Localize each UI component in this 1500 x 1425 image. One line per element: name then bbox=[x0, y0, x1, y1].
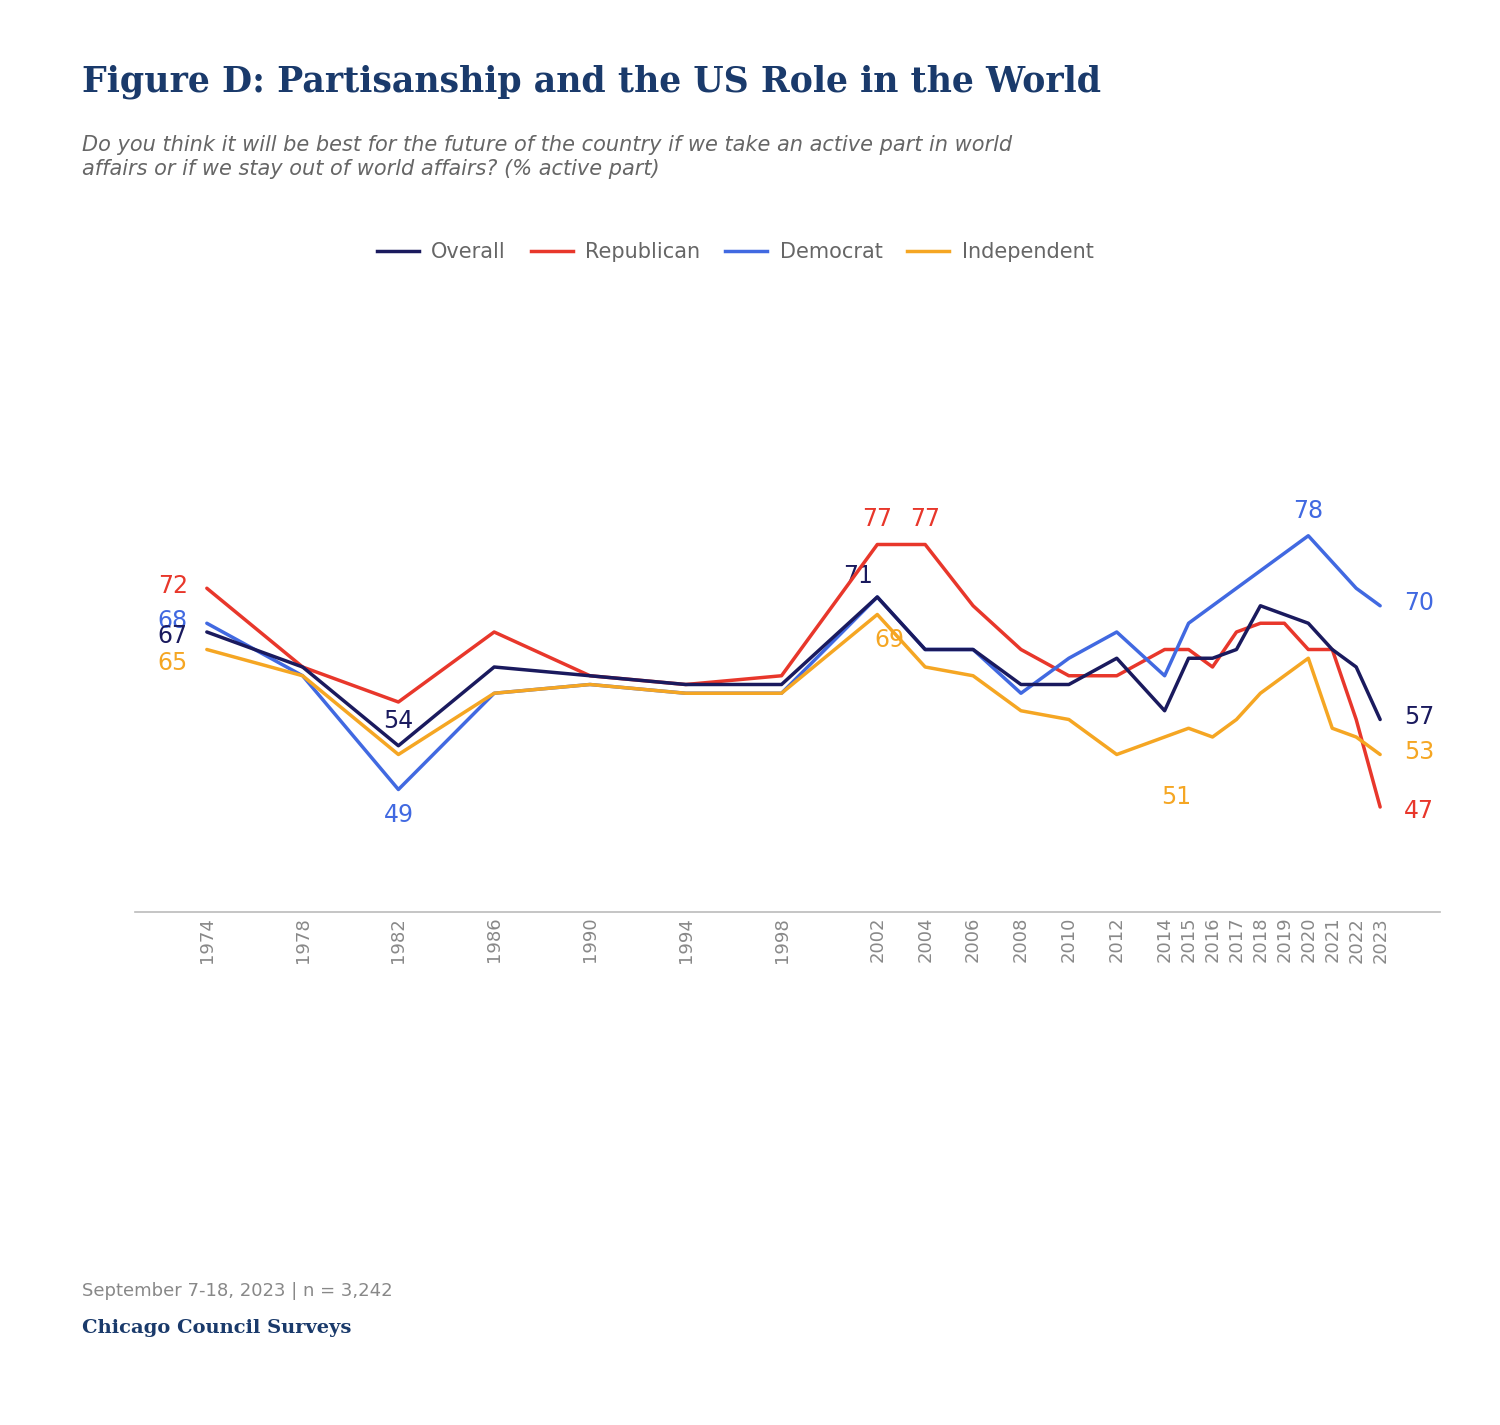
Text: 71: 71 bbox=[843, 564, 873, 589]
Text: September 7-18, 2023 | n = 3,242: September 7-18, 2023 | n = 3,242 bbox=[82, 1281, 393, 1300]
Text: Do you think it will be best for the future of the country if we take an active : Do you think it will be best for the fut… bbox=[82, 135, 1012, 178]
Text: 77: 77 bbox=[910, 507, 940, 532]
Text: 70: 70 bbox=[1404, 591, 1434, 616]
Text: 78: 78 bbox=[1293, 499, 1323, 523]
Text: 69: 69 bbox=[874, 627, 904, 651]
Text: 57: 57 bbox=[1404, 705, 1434, 728]
Text: 67: 67 bbox=[158, 624, 188, 648]
Text: 54: 54 bbox=[384, 708, 414, 732]
Text: 53: 53 bbox=[1404, 740, 1434, 764]
Text: 65: 65 bbox=[158, 651, 188, 674]
Legend: Overall, Republican, Democrat, Independent: Overall, Republican, Democrat, Independe… bbox=[369, 234, 1102, 271]
Text: 68: 68 bbox=[158, 608, 188, 633]
Text: 47: 47 bbox=[1404, 799, 1434, 824]
Text: 72: 72 bbox=[158, 574, 188, 597]
Text: Figure D: Partisanship and the US Role in the World: Figure D: Partisanship and the US Role i… bbox=[82, 64, 1101, 98]
Text: Chicago Council Surveys: Chicago Council Surveys bbox=[82, 1318, 352, 1337]
Text: 49: 49 bbox=[384, 802, 414, 826]
Text: 51: 51 bbox=[1161, 785, 1191, 809]
Text: 77: 77 bbox=[862, 507, 892, 532]
